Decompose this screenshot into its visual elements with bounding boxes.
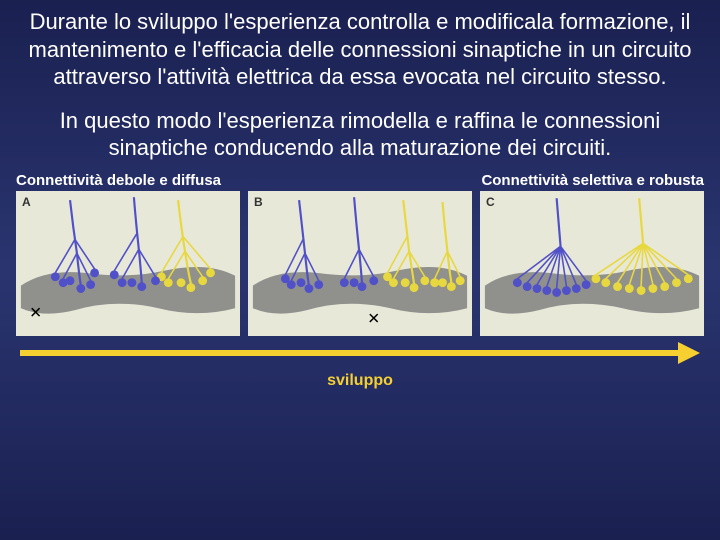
panel-letter: B [254, 195, 263, 209]
panel-a: A [16, 191, 240, 336]
panel-c: C [480, 191, 704, 336]
paragraph-1: Durante lo sviluppo l'esperienza control… [12, 8, 708, 91]
timeline-caption: sviluppo [12, 372, 708, 390]
panel-b: B [248, 191, 472, 336]
label-left: Connettività debole e diffusa [16, 172, 221, 189]
paragraph-2: In questo modo l'esperienza rimodella e … [12, 107, 708, 162]
panel-letter: A [22, 195, 31, 209]
panel-letter: C [486, 195, 495, 209]
diagram-c [480, 191, 704, 336]
arrow-line [20, 350, 678, 356]
diagram-a [16, 191, 240, 336]
arrow-head-icon [678, 342, 700, 364]
diagram-b [248, 191, 472, 336]
label-right: Connettività selettiva e robusta [481, 172, 704, 189]
timeline-arrow [12, 342, 708, 364]
panel-labels-row: Connettività debole e diffusa Connettivi… [12, 172, 708, 189]
panels-row: A B C [12, 191, 708, 336]
